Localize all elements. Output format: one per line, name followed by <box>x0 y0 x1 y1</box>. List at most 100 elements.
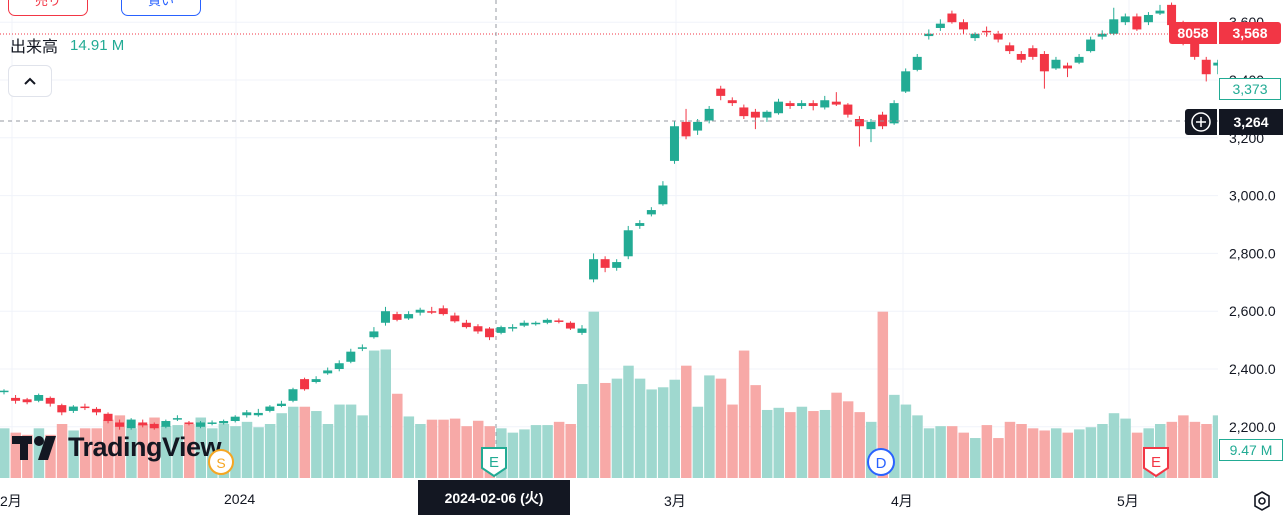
candle-body <box>750 111 760 118</box>
candle-body <box>843 104 853 115</box>
candle-body <box>912 56 922 70</box>
volume-bar <box>1097 424 1108 478</box>
volume-bar <box>727 404 738 478</box>
logo-text: TradingView <box>68 432 222 462</box>
volume-bar <box>1085 427 1097 478</box>
volume-bar <box>10 432 22 478</box>
candle-body <box>473 326 483 332</box>
sell-button[interactable]: 売り <box>8 0 88 16</box>
price-axis[interactable]: 3,6003,4003,2003,000.02,800.02,600.02,40… <box>1218 0 1288 478</box>
split-marker[interactable]: S <box>205 448 237 483</box>
volume-legend: 出来高 14.91 M <box>10 33 124 57</box>
volume-bar <box>970 438 981 478</box>
volume-bar <box>299 406 311 478</box>
candle-body <box>1097 33 1107 37</box>
candle-body <box>704 108 714 121</box>
volume-bar <box>958 432 969 478</box>
candle-body <box>380 311 390 323</box>
candle-body <box>461 322 471 328</box>
candle-body <box>1201 59 1211 75</box>
candle-body <box>531 322 541 325</box>
volume-bar <box>311 411 322 478</box>
candle-body <box>80 406 90 409</box>
candle-body <box>727 100 737 104</box>
candle-body <box>1051 59 1061 69</box>
candle-body <box>172 418 182 420</box>
earnings-marker-may[interactable]: E <box>1141 446 1171 483</box>
candle-body <box>785 103 795 107</box>
candle-body <box>438 308 448 315</box>
candle-body <box>797 103 807 107</box>
candle-body <box>126 419 136 429</box>
earnings-marker-feb[interactable]: E <box>479 446 509 483</box>
candle-body <box>91 408 101 413</box>
crosshair-date-tag: 2024-02-06 (火) <box>418 480 570 515</box>
volume-bar <box>923 428 935 478</box>
volume-bar <box>900 404 912 478</box>
candle-body <box>1190 38 1200 57</box>
volume-bar <box>866 421 877 478</box>
candle-body <box>346 351 356 362</box>
x-label-mar: 3月 <box>664 493 686 509</box>
candle-body <box>1120 16 1130 23</box>
volume-bar <box>345 404 357 478</box>
candle-body <box>230 416 240 422</box>
candle-body <box>947 13 957 23</box>
volume-bar <box>149 417 160 478</box>
volume-bar <box>785 412 796 478</box>
volume-bar <box>241 421 253 478</box>
volume-bar <box>68 430 79 478</box>
volume-bar <box>1074 429 1085 478</box>
volume-bar <box>276 413 287 478</box>
candle-body <box>242 412 252 416</box>
volume-bar <box>889 394 900 478</box>
volume-bar <box>946 426 958 478</box>
volume-bar <box>33 428 45 478</box>
volume-bar <box>1050 428 1062 478</box>
volume-bar <box>542 425 553 478</box>
candle-body <box>542 319 552 323</box>
candle-body <box>1155 10 1165 14</box>
candle-body <box>831 101 841 105</box>
collapse-legend-button[interactable] <box>8 65 52 97</box>
volume-bar <box>669 379 680 478</box>
volume-bar <box>472 420 484 478</box>
candle-body <box>1063 65 1073 69</box>
volume-bar <box>183 424 195 478</box>
candles <box>0 2 1288 430</box>
crosshair-add-button[interactable] <box>1185 109 1217 135</box>
volume-bar <box>935 426 946 478</box>
volume-bar <box>1201 424 1212 478</box>
volume-bar <box>357 415 368 478</box>
volume-bar <box>1062 432 1074 478</box>
candle-body <box>1016 53 1026 60</box>
volume-bar <box>380 349 391 478</box>
volume-bar <box>91 428 102 478</box>
candle-body <box>334 363 344 369</box>
candle-body <box>161 421 171 427</box>
volume-bar <box>172 425 183 478</box>
volume-bar <box>993 438 1004 478</box>
candle-body <box>612 262 622 268</box>
candle-body <box>554 320 564 322</box>
volume-bar <box>253 427 264 478</box>
volume-bar <box>403 416 415 478</box>
event-e-letter: E <box>489 454 499 471</box>
tradingview-logo[interactable]: TradingView <box>12 432 222 463</box>
dividend-marker[interactable]: D <box>865 446 897 483</box>
candle-body <box>739 107 749 117</box>
volume-bar <box>438 419 449 478</box>
volume-bar <box>611 378 623 478</box>
buy-button[interactable]: 買い <box>121 0 201 16</box>
candle-body <box>635 223 645 226</box>
candle-body <box>1143 14 1153 23</box>
last-price-tag: 3,568 <box>1219 22 1281 44</box>
settings-icon[interactable] <box>1250 489 1274 513</box>
candle-body <box>11 397 21 401</box>
volume-bar <box>449 418 461 478</box>
volume-bar <box>600 382 611 478</box>
candle-body <box>415 309 425 313</box>
volume-bar <box>126 428 137 478</box>
event-d-icon: D <box>867 448 895 476</box>
